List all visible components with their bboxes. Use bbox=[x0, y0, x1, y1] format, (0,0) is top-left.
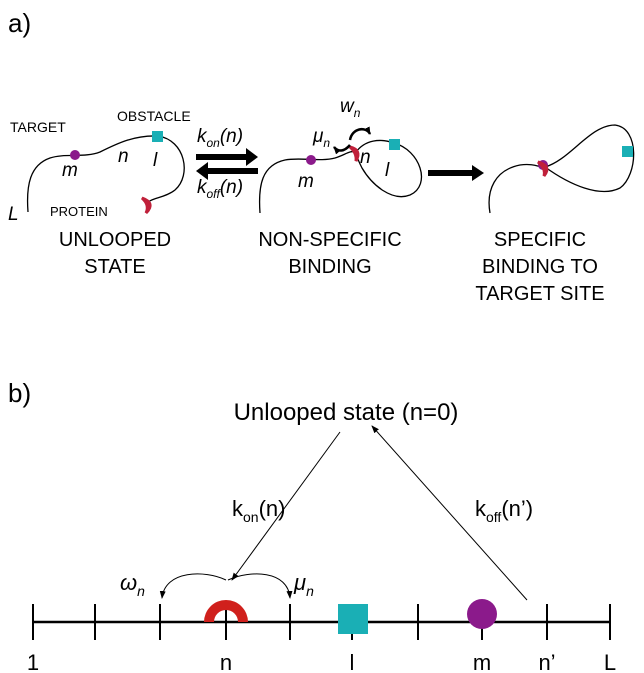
subscript: n bbox=[306, 583, 314, 599]
label: L bbox=[8, 204, 19, 225]
argument: (n) bbox=[259, 496, 286, 521]
symbol: ω bbox=[120, 570, 137, 595]
rate-label: wn bbox=[340, 96, 361, 120]
caption: STATE bbox=[84, 256, 145, 278]
symbol: μ bbox=[312, 126, 324, 147]
rate-label: μn bbox=[312, 126, 330, 150]
argument: (n’) bbox=[501, 496, 533, 521]
target-site bbox=[306, 155, 316, 165]
subscript: n bbox=[137, 583, 145, 599]
arrow bbox=[231, 431, 341, 581]
obstacle bbox=[622, 146, 633, 157]
caption: BINDING TO bbox=[482, 256, 598, 278]
rate-label: μn bbox=[293, 570, 314, 599]
hop-arrow bbox=[348, 126, 372, 141]
panel-label: b) bbox=[8, 378, 31, 408]
label: m bbox=[62, 160, 78, 181]
label: n bbox=[360, 147, 371, 168]
subscript: on bbox=[243, 509, 259, 525]
argument: (n) bbox=[220, 126, 243, 147]
protein bbox=[348, 145, 360, 162]
panel-label: a) bbox=[8, 8, 31, 38]
symbol: k bbox=[197, 126, 208, 147]
polymer bbox=[26, 135, 185, 213]
label: OBSTACLE bbox=[117, 108, 191, 124]
symbol: μ bbox=[293, 570, 306, 595]
obstacle bbox=[389, 139, 400, 150]
arrow bbox=[196, 162, 258, 180]
polymer bbox=[258, 139, 423, 214]
arrow bbox=[371, 425, 528, 601]
hop-arrow bbox=[159, 573, 227, 599]
caption: UNLOOPED bbox=[59, 229, 171, 251]
hop-arrow bbox=[227, 573, 293, 599]
argument: (n) bbox=[220, 177, 243, 198]
rate-label: ωn bbox=[120, 570, 145, 599]
rate-label: koff(n’) bbox=[475, 496, 533, 525]
label: l bbox=[385, 160, 390, 181]
subscript: n bbox=[354, 106, 361, 120]
position-label: L bbox=[604, 650, 616, 673]
position-label: l bbox=[350, 650, 355, 673]
rate-label: koff(n) bbox=[197, 177, 243, 201]
arrow bbox=[428, 165, 484, 181]
target-site bbox=[467, 599, 497, 629]
rate-label: kon(n) bbox=[232, 496, 285, 525]
subscript: on bbox=[207, 136, 221, 150]
symbol: k bbox=[232, 496, 244, 521]
caption: BINDING bbox=[288, 256, 371, 278]
label: m bbox=[298, 171, 314, 192]
label: l bbox=[153, 150, 158, 171]
position-labels: 1 n l m n’ L bbox=[27, 650, 616, 673]
obstacle bbox=[338, 604, 368, 634]
label: n bbox=[118, 146, 129, 167]
symbol: k bbox=[475, 496, 487, 521]
position-label: n’ bbox=[538, 650, 555, 673]
arrow bbox=[196, 148, 258, 166]
state-label: Unlooped state (n=0) bbox=[234, 399, 459, 426]
subscript: off bbox=[207, 187, 222, 201]
position-label: n bbox=[220, 650, 232, 673]
symbol: k bbox=[197, 177, 208, 198]
label: PROTEIN bbox=[50, 204, 108, 219]
protein bbox=[204, 600, 248, 622]
protein bbox=[537, 160, 549, 177]
subscript: off bbox=[486, 509, 501, 525]
target-site bbox=[70, 150, 80, 160]
position-label: 1 bbox=[27, 650, 39, 673]
position-label: m bbox=[473, 650, 491, 673]
caption: NON-SPECIFIC bbox=[258, 229, 401, 251]
label: TARGET bbox=[10, 119, 66, 135]
caption: TARGET SITE bbox=[475, 283, 604, 305]
polymer bbox=[488, 124, 635, 214]
rate-label: kon(n) bbox=[197, 126, 243, 150]
caption: SPECIFIC bbox=[494, 229, 586, 251]
subscript: n bbox=[323, 136, 330, 150]
obstacle bbox=[152, 131, 163, 142]
hop-arrow bbox=[333, 144, 351, 155]
protein bbox=[140, 196, 152, 215]
symbol: w bbox=[340, 96, 355, 117]
